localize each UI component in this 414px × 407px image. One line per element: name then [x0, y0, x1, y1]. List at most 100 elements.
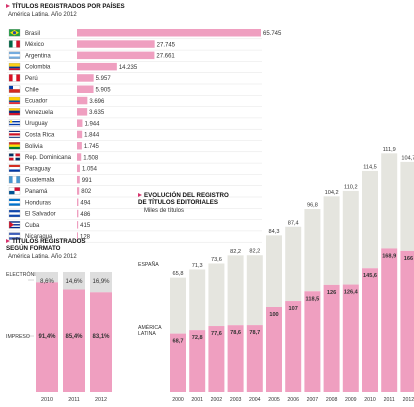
espana-bar — [362, 170, 378, 269]
country-bar — [77, 96, 88, 105]
country-value-label: 1.054 — [82, 167, 98, 173]
country-value-label: 3.635 — [89, 110, 105, 116]
country-bar — [77, 198, 79, 206]
country-bar — [77, 142, 82, 150]
espana-bar — [170, 277, 186, 334]
america-latina-bar — [362, 268, 378, 392]
country-bar — [77, 119, 83, 127]
impreso-bar — [90, 292, 112, 392]
year-label: 2006 — [287, 397, 299, 403]
espana-value-label: 96,8 — [307, 202, 318, 208]
espana-bar — [285, 226, 302, 302]
impreso-bar — [36, 282, 58, 392]
america-latina-bar — [246, 325, 263, 392]
country-bar — [77, 51, 155, 60]
america-latina-value-label: 72,8 — [192, 335, 203, 341]
country-bar — [77, 153, 82, 161]
legend-impreso: IMPRESO — [6, 334, 30, 340]
america-latina-bar — [323, 284, 340, 392]
countries-chart-title: TÍTULOS REGISTRADOS POR PAÍSES — [6, 3, 125, 10]
country-flag-icon — [8, 187, 21, 195]
country-value-label: 802 — [81, 189, 92, 195]
country-flag-icon — [8, 85, 21, 93]
year-label: 2011 — [384, 397, 395, 403]
legend-espana: ESPAÑA — [138, 261, 159, 268]
america-latina-bar — [189, 330, 206, 392]
espana-value-label: 82,2 — [249, 249, 260, 255]
espana-value-label: 87,4 — [288, 220, 299, 226]
country-value-label: 1.844 — [84, 133, 100, 139]
america-latina-bar — [285, 301, 302, 392]
country-value-label: 65.745 — [263, 31, 282, 37]
america-latina-value-label: 78,7 — [249, 330, 260, 336]
impreso-bar — [63, 289, 85, 392]
espana-bar — [400, 161, 414, 251]
country-label: Paraguay — [25, 166, 51, 172]
title-marker-icon — [138, 193, 142, 197]
country-bar — [77, 221, 79, 229]
year-label: 2003 — [230, 397, 242, 403]
country-flag-icon — [8, 40, 21, 48]
espana-bar — [208, 263, 225, 327]
espana-value-label: 104,7 — [401, 155, 414, 161]
espana-value-label: 82,2 — [230, 249, 241, 255]
country-bar — [77, 40, 155, 48]
espana-bar — [381, 153, 398, 249]
country-flag-icon — [8, 29, 21, 37]
country-flag-icon — [8, 175, 21, 184]
title-marker-icon — [6, 4, 10, 8]
year-label: 2012 — [403, 397, 414, 403]
legend-america-latina: AMÉRICA LATINA — [138, 324, 162, 337]
america-latina-bar — [208, 326, 225, 392]
america-latina-value-label: 107 — [289, 306, 298, 312]
country-flag-icon — [8, 164, 21, 172]
america-latina-bar — [400, 250, 414, 392]
espana-value-label: 114,5 — [363, 164, 377, 170]
country-label: Brasil — [25, 31, 40, 37]
country-value-label: 3.696 — [89, 99, 105, 105]
country-flag-icon — [8, 74, 21, 82]
country-label: Rep. Dominicana — [25, 155, 72, 161]
country-flag-icon — [8, 209, 21, 218]
country-value-label: 415 — [80, 223, 91, 229]
country-label: Nicaragua — [25, 234, 53, 240]
america-latina-bar — [381, 248, 398, 392]
country-bar — [77, 108, 88, 116]
impreso-value-label: 83,1% — [92, 334, 110, 340]
year-label: 2004 — [249, 397, 261, 403]
country-value-label: 5.905 — [96, 88, 112, 94]
evolution-chart-title: EVOLUCIÓN DEL REGISTRO DE TÍTULOS EDITOR… — [138, 192, 229, 206]
year-label: 2000 — [172, 397, 184, 403]
electronico-value-label: 14,6% — [65, 279, 83, 285]
country-label: Costa Rica — [25, 133, 55, 139]
espana-bar — [266, 235, 282, 307]
year-label: 2011 — [68, 397, 80, 403]
country-label: Argentina — [25, 53, 51, 59]
format-stacked-chart: ELECTRÓNICO IMPRESO 8,6% 91,4% 2010 14,6% 85,4… — [6, 271, 112, 403]
espana-bar — [304, 208, 321, 292]
impreso-value-label: 85,4% — [65, 334, 83, 340]
country-bar — [77, 62, 117, 71]
espana-value-label: 71,3 — [192, 263, 203, 269]
america-latina-value-label: 166 — [404, 256, 413, 262]
country-bar — [77, 232, 78, 240]
country-flag-icon — [8, 142, 21, 150]
evolution-chart-subtitle: Miles de títulos — [144, 208, 185, 214]
impreso-value-label: 91,4% — [38, 334, 56, 340]
espana-value-label: 73,6 — [211, 257, 222, 263]
america-latina-value-label: 168,9 — [382, 253, 396, 259]
country-value-label: 27.661 — [156, 54, 175, 60]
espana-value-label: 84,3 — [269, 229, 280, 235]
country-label: Honduras — [25, 200, 51, 206]
country-flag-icon — [8, 153, 21, 161]
electronico-bar — [63, 272, 85, 290]
country-value-label: 27.745 — [157, 42, 176, 48]
electronico-bar — [90, 272, 112, 293]
country-label: Uruguay — [25, 121, 48, 127]
espana-value-label: 111,9 — [383, 147, 396, 153]
america-latina-value-label: 68,7 — [173, 339, 184, 345]
espana-value-label: 104,2 — [325, 190, 339, 196]
country-label: Ecuador — [25, 99, 47, 105]
country-bar — [77, 29, 261, 37]
country-label: Cuba — [25, 223, 40, 229]
